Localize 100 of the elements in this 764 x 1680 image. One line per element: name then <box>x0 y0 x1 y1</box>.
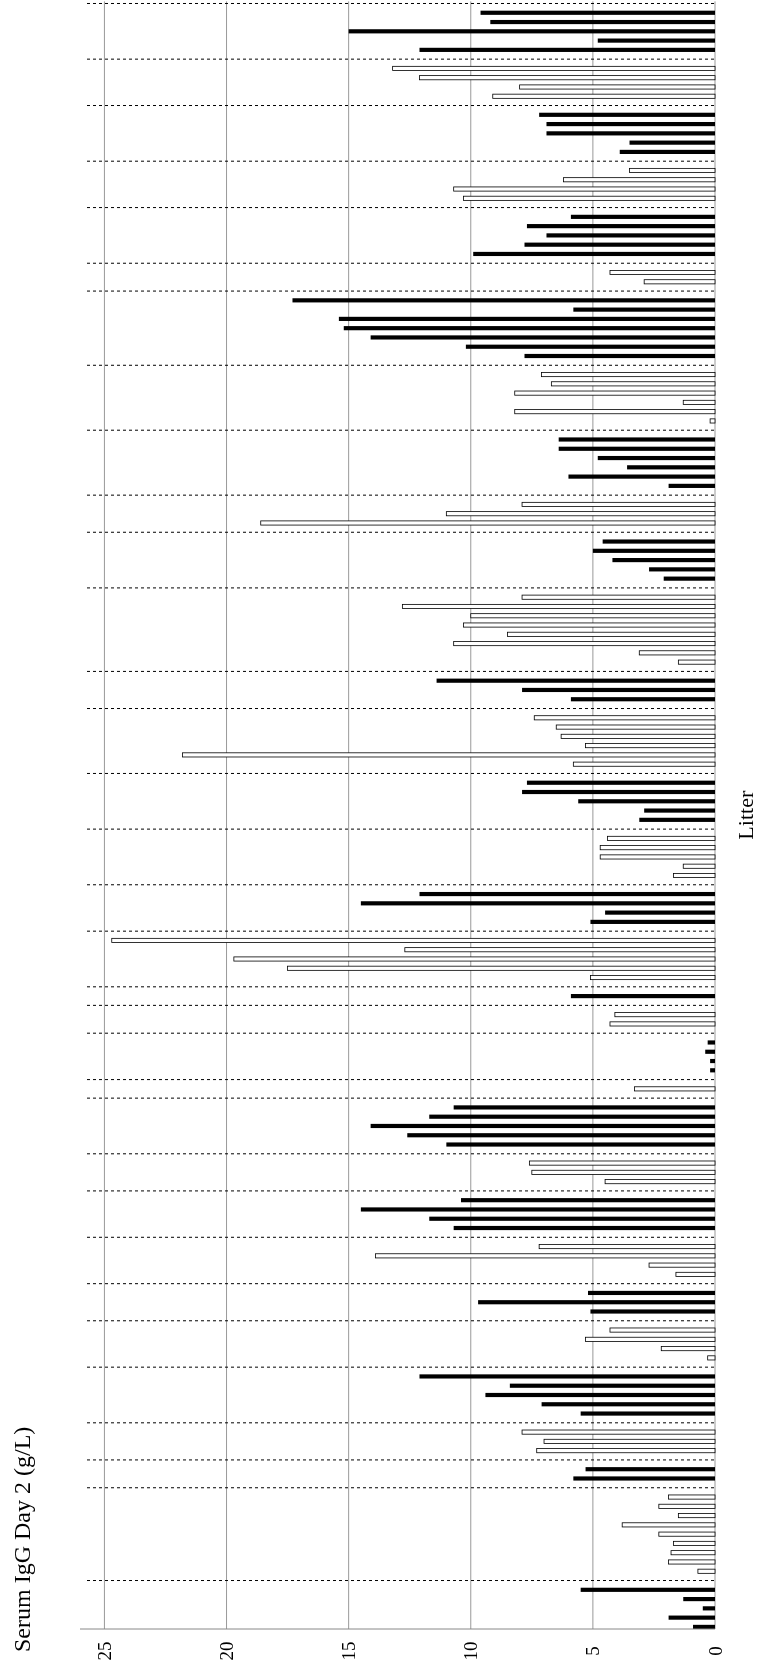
bar <box>480 10 715 15</box>
bar <box>419 75 716 81</box>
bar <box>485 1392 715 1398</box>
bar <box>509 1383 715 1388</box>
bar <box>392 65 716 71</box>
bar <box>580 1587 715 1592</box>
bar <box>558 446 715 451</box>
bar <box>682 399 716 405</box>
bar <box>524 242 715 247</box>
bar <box>609 1021 716 1027</box>
bar <box>573 307 715 312</box>
x-tick-label: 20 <box>216 1641 238 1661</box>
bar <box>668 483 715 488</box>
x-tick-label: 5 <box>582 1646 604 1656</box>
x-tick-label: 0 <box>704 1646 726 1656</box>
bar <box>585 1467 715 1472</box>
bar <box>648 1262 716 1268</box>
bar <box>531 1169 716 1175</box>
bar <box>580 1411 715 1416</box>
bar <box>558 437 715 442</box>
bar <box>644 808 715 813</box>
bar <box>348 29 715 34</box>
bar <box>111 937 716 943</box>
bar <box>536 1448 716 1454</box>
bar <box>609 270 716 275</box>
bar <box>683 1597 715 1602</box>
bar <box>478 1300 715 1305</box>
bar <box>668 1615 715 1620</box>
bar <box>453 1105 715 1110</box>
bar <box>453 641 716 647</box>
bar <box>492 93 716 99</box>
x-tick-label: 15 <box>338 1641 360 1661</box>
bar <box>682 863 716 869</box>
bar <box>292 298 715 303</box>
bar <box>619 149 715 154</box>
bar <box>524 353 715 359</box>
bar <box>578 799 715 804</box>
bar <box>609 1327 716 1333</box>
bar <box>572 761 716 767</box>
bar <box>660 1346 716 1352</box>
bar <box>677 659 716 665</box>
bar <box>658 1503 716 1509</box>
bar <box>597 455 715 461</box>
bar <box>419 47 715 52</box>
bar <box>550 381 716 387</box>
y-axis-title: Litter <box>732 790 758 840</box>
bar <box>453 186 716 192</box>
bar <box>627 465 715 470</box>
bar <box>370 335 715 340</box>
bar <box>461 1198 715 1203</box>
bar <box>514 390 716 396</box>
bar <box>555 724 716 730</box>
bar <box>639 817 715 822</box>
bar <box>360 901 715 906</box>
bar <box>697 1568 716 1574</box>
bar <box>592 548 715 553</box>
bar <box>370 1123 715 1129</box>
bar <box>585 743 716 749</box>
bar <box>602 539 715 544</box>
bar <box>543 1438 716 1444</box>
bar <box>658 1531 716 1537</box>
bar <box>546 131 715 136</box>
bar <box>182 752 716 758</box>
bar <box>590 975 716 981</box>
bar <box>570 697 715 702</box>
bar <box>526 780 715 785</box>
bar <box>677 1513 716 1519</box>
bar <box>521 501 716 507</box>
bar <box>541 372 716 378</box>
x-tick-label: 10 <box>460 1641 482 1661</box>
bar <box>673 1540 716 1546</box>
bar <box>521 1429 716 1435</box>
text: Serum IgG Day 2 (g/L) <box>9 1426 35 1652</box>
bar <box>343 326 715 331</box>
bar <box>541 1402 715 1407</box>
bar <box>612 558 715 563</box>
bar <box>287 965 716 971</box>
bar <box>538 1244 716 1250</box>
bar <box>634 1086 716 1092</box>
bar <box>614 1012 716 1018</box>
x-tick-label: 25 <box>93 1641 115 1661</box>
bar <box>599 854 716 860</box>
bar <box>605 910 715 915</box>
bar <box>588 1290 715 1296</box>
bar <box>526 224 715 229</box>
bar <box>233 956 716 962</box>
bar <box>668 1559 716 1565</box>
bar <box>463 622 716 628</box>
bar <box>473 251 715 257</box>
bar <box>419 1374 715 1379</box>
bar <box>563 177 716 183</box>
bar <box>710 1068 715 1073</box>
bar <box>590 919 715 924</box>
bar <box>675 1271 716 1277</box>
bar <box>539 112 715 117</box>
bar <box>419 891 715 897</box>
bar <box>643 279 716 285</box>
bar <box>522 789 715 795</box>
bar <box>560 733 716 739</box>
bar <box>533 715 716 721</box>
